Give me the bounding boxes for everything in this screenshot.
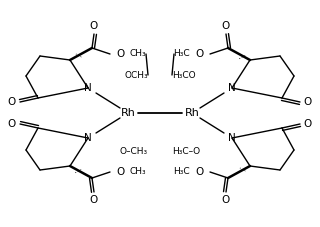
Text: H₃C–O: H₃C–O: [172, 148, 200, 156]
Text: ⋯: ⋯: [236, 50, 248, 62]
Text: O: O: [90, 21, 98, 31]
Text: O: O: [8, 97, 16, 107]
Text: Rh: Rh: [121, 108, 135, 118]
Text: O: O: [304, 97, 312, 107]
Text: N: N: [84, 133, 92, 143]
Text: O: O: [116, 49, 124, 59]
Text: O: O: [8, 119, 16, 129]
Text: O: O: [196, 167, 204, 177]
Text: O: O: [116, 167, 124, 177]
Text: ⋯: ⋯: [236, 164, 248, 176]
Text: ⋯: ⋯: [72, 50, 84, 62]
Text: H₃C: H₃C: [173, 168, 190, 177]
Text: N: N: [228, 133, 236, 143]
Text: CH₃: CH₃: [130, 168, 147, 177]
Text: O: O: [90, 195, 98, 205]
Text: H₃C: H₃C: [173, 49, 190, 59]
Text: H₃CO: H₃CO: [172, 71, 196, 79]
Text: Rh: Rh: [185, 108, 199, 118]
Text: OCH₃: OCH₃: [124, 71, 148, 79]
Text: O: O: [222, 21, 230, 31]
Text: N: N: [84, 83, 92, 93]
Text: N: N: [228, 83, 236, 93]
Text: O–CH₃: O–CH₃: [120, 148, 148, 156]
Text: CH₃: CH₃: [130, 49, 147, 59]
Text: O: O: [304, 119, 312, 129]
Text: ⋯: ⋯: [72, 164, 84, 176]
Text: O: O: [196, 49, 204, 59]
Text: O: O: [222, 195, 230, 205]
